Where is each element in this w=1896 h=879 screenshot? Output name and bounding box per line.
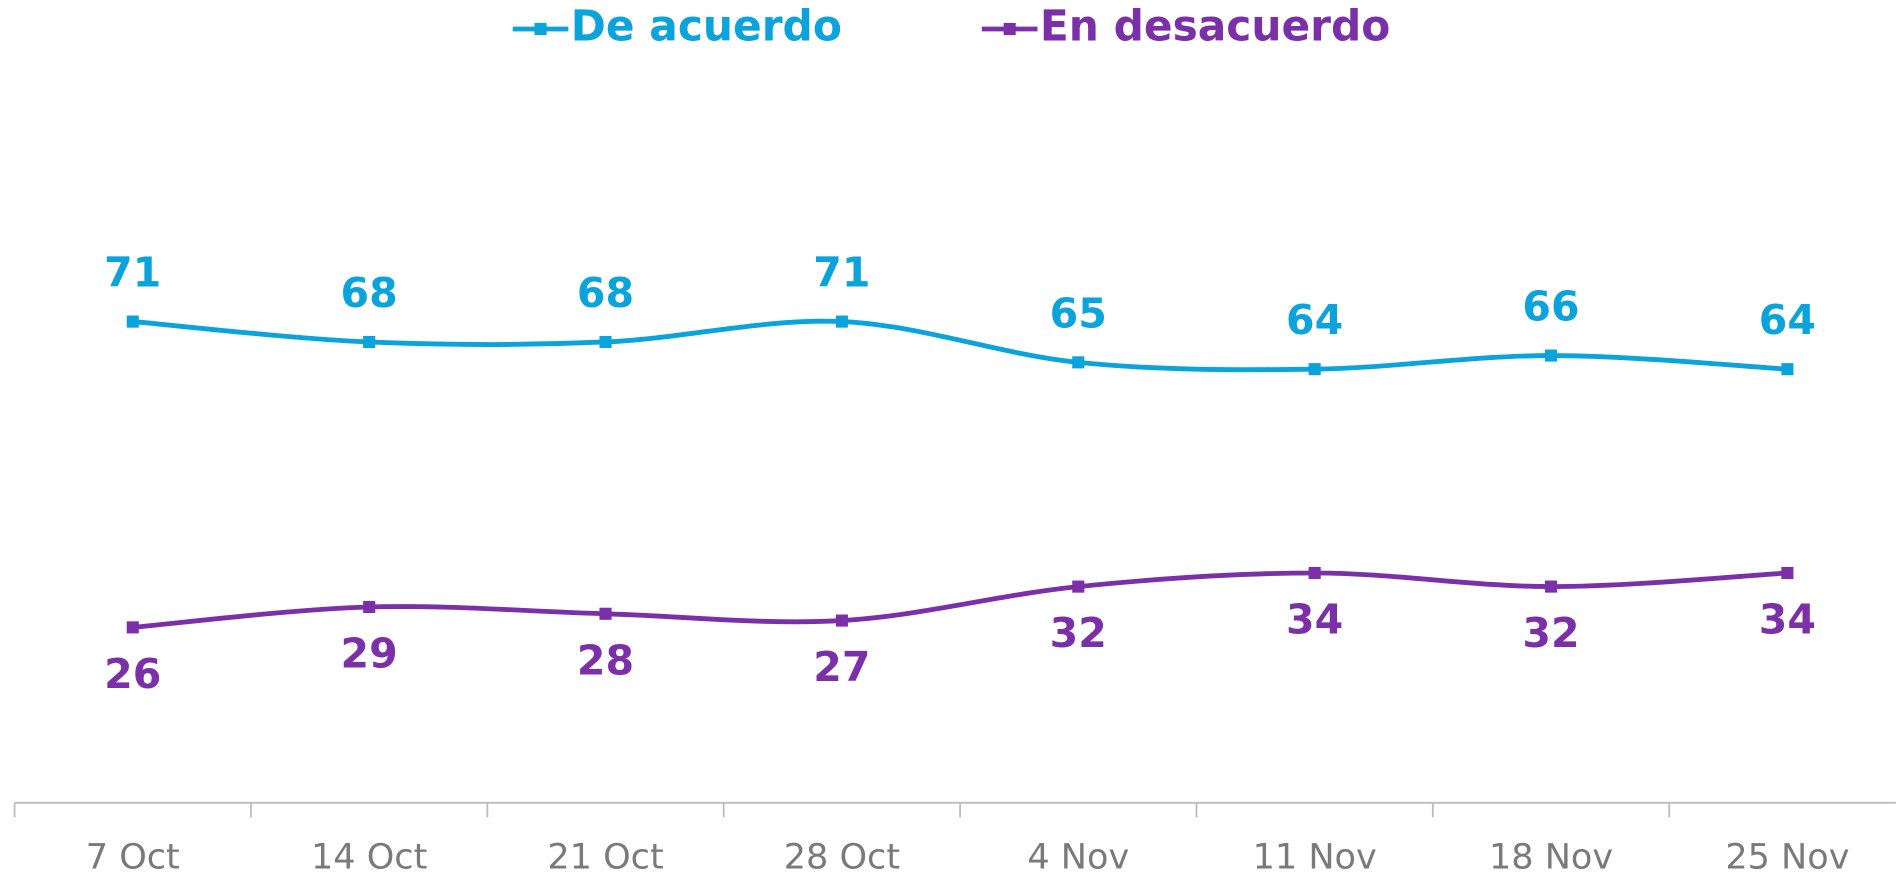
data-label: 64 <box>1286 296 1343 344</box>
x-tick-label: 18 Nov <box>1489 836 1613 877</box>
x-tick-label: 28 Oct <box>784 836 900 877</box>
x-tick-label: 21 Oct <box>547 836 663 877</box>
marker <box>1308 363 1321 376</box>
data-label: 29 <box>341 630 398 678</box>
marker <box>1781 566 1794 580</box>
data-label: 27 <box>813 643 870 691</box>
data-label: 28 <box>577 636 634 684</box>
data-label: 32 <box>1050 609 1107 657</box>
data-label: 64 <box>1759 296 1816 344</box>
data-label: 26 <box>104 650 161 698</box>
x-tick-label: 4 Nov <box>1027 836 1129 877</box>
marker <box>363 335 376 349</box>
data-label: 71 <box>104 249 161 297</box>
x-tick-label: 11 Nov <box>1253 836 1377 877</box>
marker <box>835 614 848 627</box>
marker <box>835 315 848 328</box>
marker <box>599 335 612 349</box>
data-label: 68 <box>577 269 634 317</box>
data-label: 65 <box>1050 289 1107 337</box>
x-tick-label: 7 Oct <box>86 836 180 877</box>
marker <box>1308 566 1321 580</box>
x-tick-label: 14 Oct <box>311 836 427 877</box>
marker <box>1544 349 1558 362</box>
marker <box>1072 356 1085 369</box>
data-label: 34 <box>1759 596 1816 644</box>
series-line <box>132 570 1788 630</box>
legend-label: En desacuerdo <box>1040 2 1390 51</box>
data-label: 66 <box>1522 283 1579 331</box>
data-label: 32 <box>1522 609 1579 657</box>
marker <box>126 621 139 634</box>
marker <box>363 600 376 614</box>
legend-label: De acuerdo <box>571 2 842 51</box>
legend-marker <box>1003 22 1016 36</box>
series-line <box>132 318 1788 373</box>
legend-marker <box>534 22 547 36</box>
data-label: 34 <box>1286 596 1343 644</box>
marker <box>599 607 612 620</box>
data-label: 68 <box>341 269 398 317</box>
marker <box>126 315 139 328</box>
marker <box>1544 580 1558 593</box>
data-label: 71 <box>813 249 870 297</box>
marker <box>1781 363 1794 376</box>
marker <box>1072 580 1085 593</box>
x-tick-label: 25 Nov <box>1725 836 1849 877</box>
